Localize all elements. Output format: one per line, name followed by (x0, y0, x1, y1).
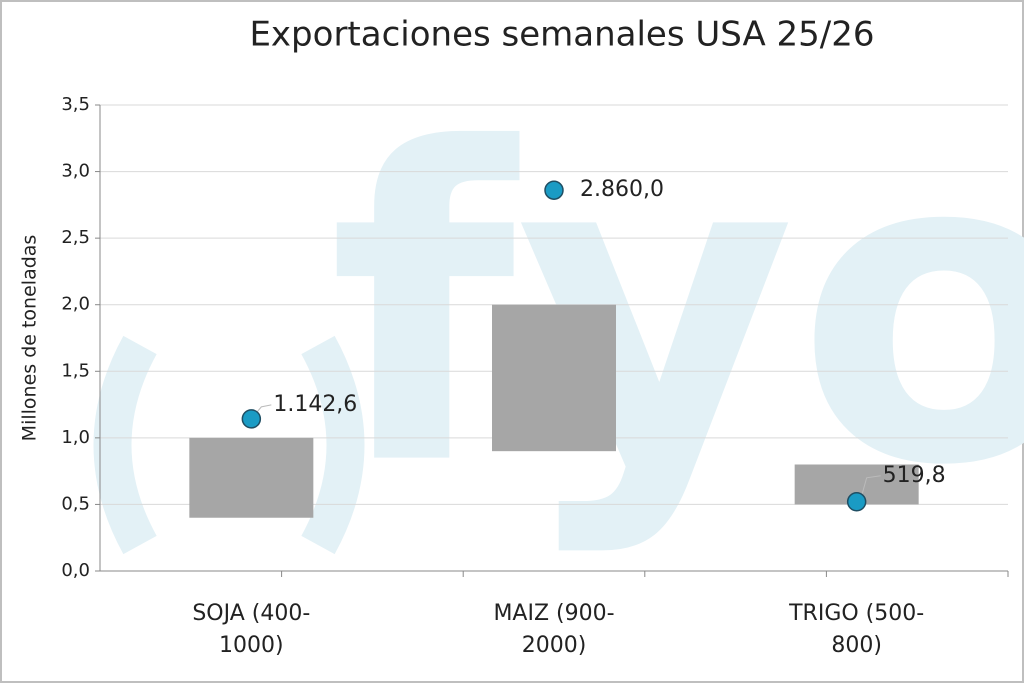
x-tick-label: MAIZ (900-2000) (493, 601, 615, 658)
range-bar (189, 437, 314, 518)
y-tick-label: 3,0 (61, 161, 90, 182)
watermark-arc (301, 335, 365, 555)
y-tick-label: 2,5 (61, 227, 90, 248)
watermark-arc (93, 335, 157, 555)
data-point (241, 409, 262, 429)
x-tick-label: TRIGO (500-800) (789, 601, 925, 658)
y-tick-label: 1,5 (61, 360, 90, 381)
y-tick-label: 3,5 (61, 94, 90, 115)
chart-title: Exportaciones semanales USA 25/26 (249, 15, 874, 55)
data-label: 519,8 (883, 463, 946, 488)
leader-line (861, 475, 881, 496)
data-label: 2.860,0 (580, 177, 664, 202)
leader-line (255, 404, 272, 414)
y-axis-label: Millones de toneladas (19, 235, 41, 442)
range-bar (492, 304, 616, 452)
data-point (846, 492, 867, 512)
y-tick-label: 2,0 (61, 294, 90, 315)
watermark-decoration (93, 335, 365, 555)
data-label: 1.142,6 (273, 392, 357, 417)
y-tick-label: 1,0 (61, 427, 90, 448)
y-tick-label: 0,5 (61, 493, 90, 514)
y-tick-label: 0,0 (61, 560, 90, 581)
data-point (544, 180, 564, 200)
x-tick-label: SOJA (400-1000) (192, 601, 311, 658)
